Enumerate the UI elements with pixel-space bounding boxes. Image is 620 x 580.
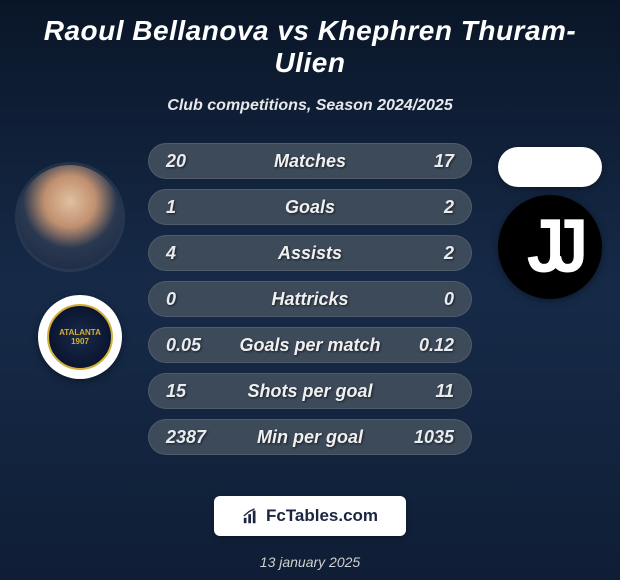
stat-label: Goals: [214, 197, 406, 218]
page-title: Raoul Bellanova vs Khephren Thuram-Ulien: [10, 15, 610, 79]
stat-row: 2387 Min per goal 1035: [148, 419, 472, 455]
player1-avatar: [18, 165, 122, 269]
club1-year: 1907: [71, 337, 89, 346]
stat-value-right: 0: [406, 289, 454, 310]
brand-badge: FcTables.com: [214, 496, 406, 536]
stats-list: 20 Matches 17 1 Goals 2 4 Assists 2 0 Ha…: [148, 143, 472, 455]
club1-label: ATALANTA: [59, 328, 101, 337]
stat-value-right: 11: [406, 381, 454, 402]
stat-value-left: 20: [166, 151, 214, 172]
stat-label: Hattricks: [214, 289, 406, 310]
stat-label: Goals per match: [214, 335, 406, 356]
atalanta-badge: ATALANTA 1907: [47, 304, 113, 370]
infographic-container: Raoul Bellanova vs Khephren Thuram-Ulien…: [0, 0, 620, 580]
stat-value-right: 17: [406, 151, 454, 172]
stat-row: 4 Assists 2: [148, 235, 472, 271]
player2-club-logo: JJ: [498, 195, 602, 299]
player2-avatar: [498, 147, 602, 187]
stat-value-right: 0.12: [406, 335, 454, 356]
stat-label: Assists: [214, 243, 406, 264]
stat-row: 0 Hattricks 0: [148, 281, 472, 317]
stat-value-left: 2387: [166, 427, 214, 448]
stat-value-right: 2: [406, 243, 454, 264]
stat-value-left: 4: [166, 243, 214, 264]
player1-club-logo: ATALANTA 1907: [38, 295, 122, 379]
juventus-logo: JJ: [526, 209, 573, 285]
stat-row: 15 Shots per goal 11: [148, 373, 472, 409]
stat-value-right: 2: [406, 197, 454, 218]
subtitle: Club competitions, Season 2024/2025: [167, 97, 452, 115]
brand-text: FcTables.com: [266, 506, 378, 526]
stat-value-left: 1: [166, 197, 214, 218]
stat-value-left: 15: [166, 381, 214, 402]
chart-icon: [242, 507, 260, 525]
stat-label: Shots per goal: [214, 381, 406, 402]
stat-label: Min per goal: [214, 427, 406, 448]
stat-row: 1 Goals 2: [148, 189, 472, 225]
stat-row: 20 Matches 17: [148, 143, 472, 179]
date-text: 13 january 2025: [260, 554, 360, 570]
stat-value-left: 0: [166, 289, 214, 310]
stat-row: 0.05 Goals per match 0.12: [148, 327, 472, 363]
stat-value-right: 1035: [406, 427, 454, 448]
main-area: ATALANTA 1907 JJ 20 Matches 17 1 Goals 2…: [10, 135, 610, 482]
stat-value-left: 0.05: [166, 335, 214, 356]
stat-label: Matches: [214, 151, 406, 172]
